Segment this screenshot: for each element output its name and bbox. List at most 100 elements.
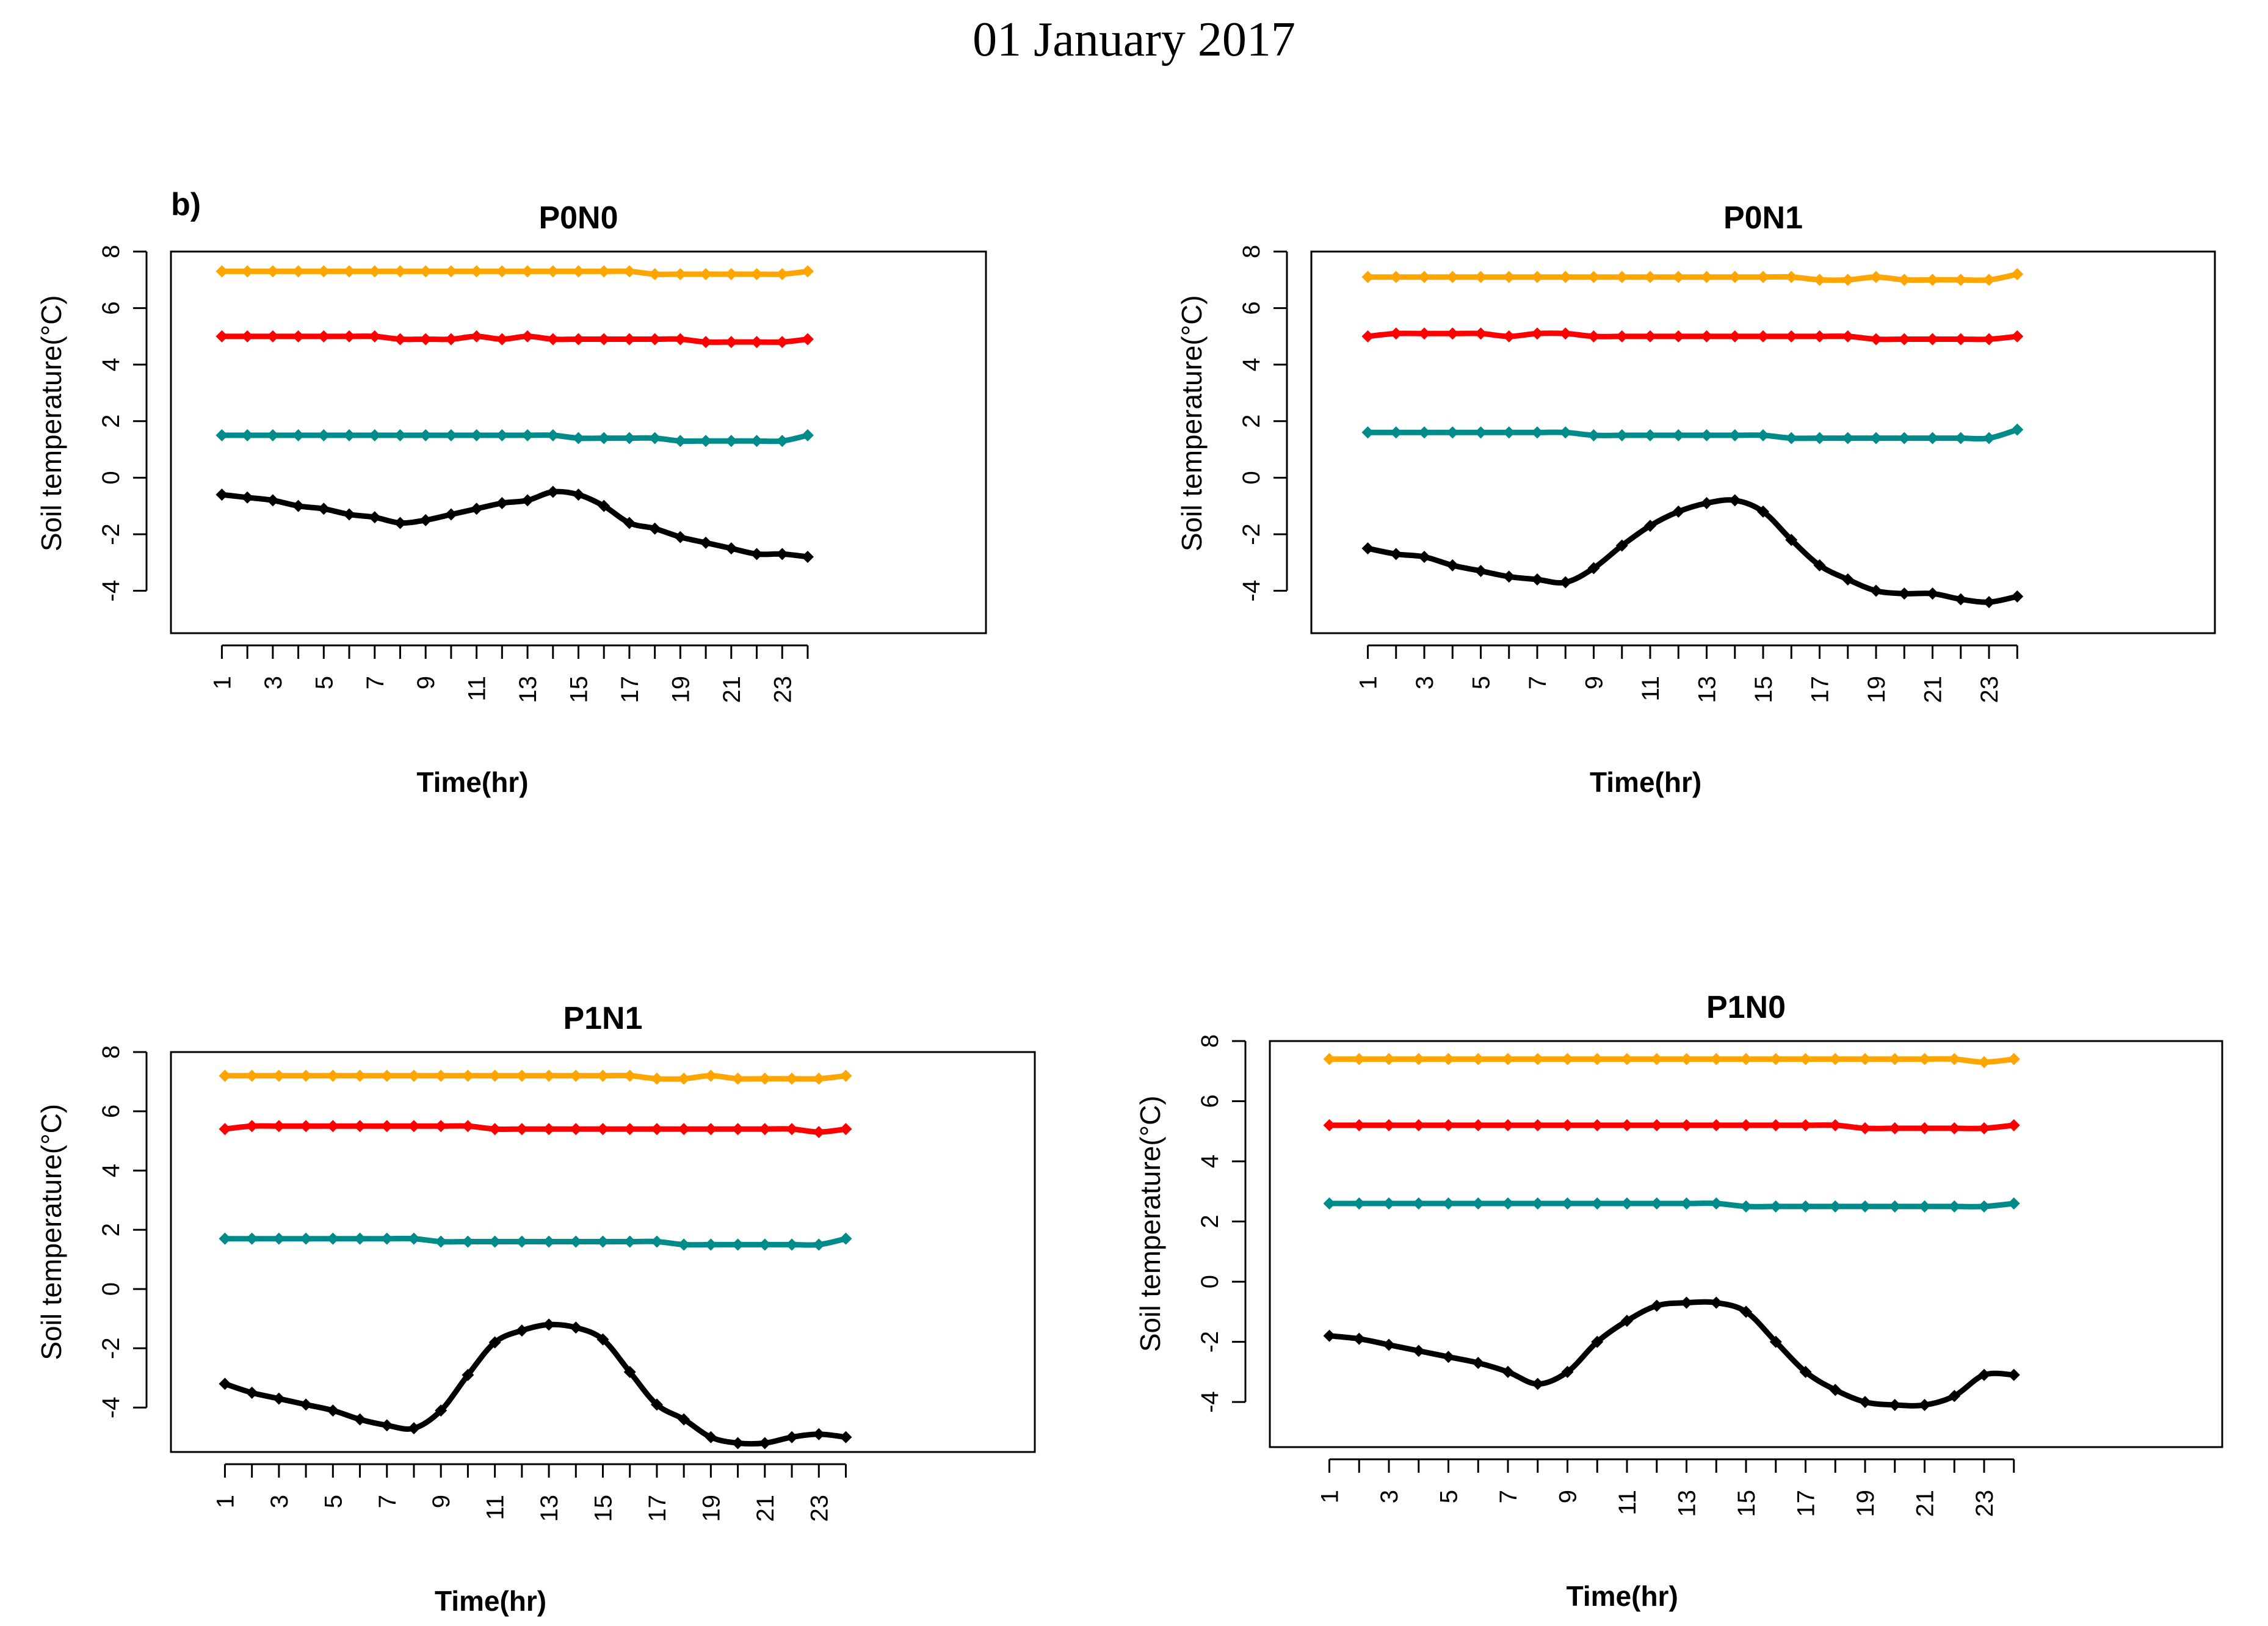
data-point-teal [272, 1232, 285, 1245]
data-point-black [1323, 1329, 1336, 1342]
data-point-orange [1710, 1053, 1723, 1065]
data-point-red [1644, 330, 1656, 343]
data-point-teal [407, 1232, 420, 1245]
data-point-orange [1621, 1053, 1633, 1065]
data-point-teal [1859, 1200, 1871, 1213]
data-point-orange [1926, 274, 1939, 286]
plot-frame [1310, 250, 2216, 634]
data-point-red [1615, 330, 1628, 343]
data-point-black [1799, 1365, 1812, 1378]
y-tick-label: 2 [98, 415, 125, 428]
data-point-black [216, 488, 228, 501]
data-point-red [488, 1123, 501, 1136]
data-point-red [623, 1123, 636, 1136]
data-point-black [1531, 573, 1543, 586]
data-point-red [300, 1120, 313, 1133]
y-tick-label: -2 [98, 1337, 125, 1359]
data-point-red [317, 330, 330, 343]
data-point-red [1591, 1119, 1604, 1131]
data-point-red [570, 1123, 582, 1136]
x-tick-label: 17 [1807, 676, 1834, 703]
data-point-teal [546, 429, 559, 441]
data-point-teal [1621, 1197, 1633, 1210]
data-point-teal [648, 432, 661, 445]
data-point-black [1418, 551, 1430, 563]
x-tick-label: 3 [1411, 676, 1438, 689]
data-point-teal [750, 435, 763, 448]
data-point-red [1559, 327, 1572, 340]
data-point-black [1591, 1335, 1604, 1348]
x-tick-label: 3 [1376, 1490, 1403, 1503]
data-point-black [245, 1386, 258, 1399]
data-point-teal [1841, 432, 1854, 445]
data-point-teal [419, 429, 432, 441]
data-point-black [1502, 570, 1515, 583]
x-tick-label: 11 [1614, 1490, 1641, 1515]
data-point-red [1813, 330, 1826, 343]
data-point-teal [1728, 429, 1741, 441]
data-point-orange [572, 265, 585, 278]
data-point-teal [543, 1235, 556, 1248]
data-point-orange [1446, 270, 1459, 283]
data-point-orange [1561, 1053, 1574, 1065]
x-tick-label: 13 [1674, 1490, 1701, 1517]
data-point-orange [1672, 270, 1685, 283]
data-point-black [648, 522, 661, 535]
data-point-orange [1740, 1053, 1752, 1065]
data-point-black [394, 517, 407, 529]
x-tick-label: 3 [266, 1495, 293, 1508]
data-point-teal [1531, 426, 1543, 439]
data-point-orange [496, 265, 509, 278]
x-tick-label: 13 [1694, 676, 1721, 703]
data-point-orange [623, 1069, 636, 1082]
data-point-red [470, 330, 483, 343]
data-point-orange [678, 1072, 690, 1085]
data-point-teal [343, 429, 356, 441]
data-point-red [776, 336, 789, 349]
data-point-black [266, 494, 279, 507]
data-point-red [1561, 1119, 1574, 1131]
panel-label: b) [171, 187, 201, 222]
data-point-red [1898, 333, 1911, 346]
data-point-orange [2007, 1053, 2020, 1065]
x-tick-label: 23 [1976, 676, 2003, 703]
data-point-orange [1502, 270, 1515, 283]
y-tick-label: -4 [1197, 1391, 1223, 1413]
data-point-black [1728, 494, 1741, 507]
data-point-orange [1591, 1053, 1604, 1065]
data-point-red [2007, 1119, 2020, 1131]
data-point-black [1918, 1399, 1931, 1412]
x-tick-label: 21 [1912, 1490, 1939, 1517]
data-point-black [1389, 548, 1402, 561]
data-point-black [1926, 587, 1939, 600]
data-point-teal [1323, 1197, 1336, 1210]
data-point-red [1829, 1119, 1842, 1131]
data-point-teal [813, 1238, 825, 1251]
data-point-black [1700, 497, 1713, 510]
x-tick-label: 5 [1436, 1490, 1463, 1503]
x-tick-label: 5 [1468, 676, 1495, 689]
data-point-teal [353, 1232, 366, 1245]
data-point-red [1442, 1119, 1455, 1131]
data-point-teal [266, 429, 279, 441]
data-point-orange [216, 265, 228, 278]
data-point-black [1954, 593, 1967, 606]
data-point-black [1650, 1299, 1663, 1312]
y-axis-label: Soil temperature(°C) [35, 295, 67, 551]
data-point-teal [1740, 1200, 1752, 1213]
x-tick-label: 9 [1555, 1490, 1582, 1503]
data-point-orange [1502, 1053, 1514, 1065]
data-point-teal [1418, 426, 1430, 439]
y-tick-label: 0 [98, 1282, 125, 1296]
y-tick-label: 4 [98, 1164, 125, 1177]
series-line-red [222, 1123, 849, 1135]
data-point-black [1978, 1368, 1990, 1381]
data-point-teal [725, 435, 737, 448]
data-point-orange [623, 265, 636, 278]
data-point-black [521, 494, 534, 507]
data-point-black [1672, 505, 1685, 518]
data-point-teal [598, 432, 610, 445]
data-point-teal [462, 1235, 474, 1248]
data-point-orange [219, 1069, 231, 1082]
data-point-teal [758, 1238, 771, 1251]
